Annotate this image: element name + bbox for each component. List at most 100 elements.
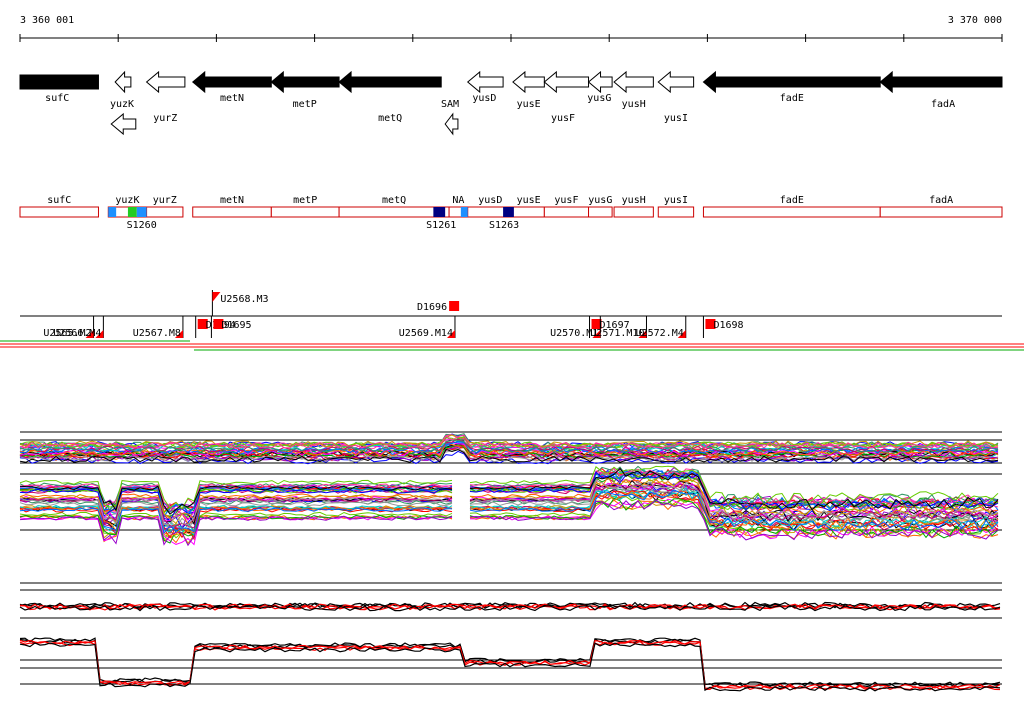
gene-arrow-yuzK bbox=[114, 70, 132, 94]
feature-label: U2571.M10 bbox=[590, 328, 644, 339]
gene-label: yuzK bbox=[110, 99, 134, 110]
feature-label: D1697 bbox=[600, 320, 630, 331]
feature-label: U2570.M1 bbox=[550, 328, 598, 339]
gene-arrow-fadA bbox=[879, 70, 1003, 94]
gene-label: yusI bbox=[664, 113, 688, 124]
feature-flag bbox=[85, 330, 94, 338]
segment-box bbox=[146, 206, 184, 218]
gene-arrow-SAM bbox=[444, 112, 459, 136]
gene-track: sufC yuzK yurZ metN metP metQ SAM yusD yusE yusF y… bbox=[19, 70, 1003, 136]
gene-label: metP bbox=[293, 99, 317, 110]
segment-box bbox=[19, 206, 99, 218]
feature-marker bbox=[591, 319, 602, 329]
feature-marker bbox=[449, 301, 460, 311]
segment-label: metP bbox=[293, 195, 317, 206]
gene-arrow-metP bbox=[270, 70, 340, 94]
segment-box bbox=[270, 206, 340, 218]
feature-marker bbox=[197, 319, 208, 329]
feature-flag bbox=[592, 330, 601, 338]
segment-label: yusI bbox=[664, 195, 688, 206]
segment-id: S1261 bbox=[426, 220, 456, 231]
segment-box bbox=[657, 206, 695, 218]
gene-label: yusH bbox=[622, 99, 646, 110]
gene-arrow-yuzK bbox=[110, 112, 137, 136]
feature-marker bbox=[213, 319, 224, 329]
feature-flag bbox=[677, 330, 686, 338]
segment-label: yusE bbox=[517, 195, 541, 206]
segment-label: yusD bbox=[478, 195, 502, 206]
gene-label: yurZ bbox=[153, 113, 177, 124]
segment-label: metN bbox=[220, 195, 244, 206]
gene-label: metQ bbox=[378, 113, 402, 124]
segment-box bbox=[702, 206, 881, 218]
ruler-end-label: 3 370 000 bbox=[948, 15, 1002, 26]
gene-arrow-yurZ bbox=[145, 70, 186, 94]
gene-label: fadE bbox=[780, 93, 804, 104]
feature-label: D1698 bbox=[713, 320, 743, 331]
feature-label: U2567.M8 bbox=[133, 328, 181, 339]
gene-arrow-yusD bbox=[466, 70, 504, 94]
feature-flag bbox=[212, 292, 221, 302]
gene-label: metN bbox=[220, 93, 244, 104]
feature-flag bbox=[174, 330, 183, 338]
segment-block bbox=[127, 207, 137, 217]
segment-id: S1260 bbox=[127, 220, 157, 231]
gene-arrow-sufC bbox=[19, 74, 99, 90]
profile-trace bbox=[19, 434, 999, 449]
profile-trace bbox=[19, 433, 999, 448]
summary-trace bbox=[19, 605, 1001, 612]
expression-profile-track bbox=[19, 431, 1002, 547]
profile-trace bbox=[19, 439, 999, 453]
gene-label: SAM bbox=[441, 99, 459, 110]
feature-label: U2565.M2 bbox=[43, 328, 91, 339]
profile-trace bbox=[19, 480, 999, 526]
gene-arrow-yusF bbox=[543, 70, 590, 94]
feature-label: D1696 bbox=[417, 302, 447, 313]
segment-block bbox=[433, 207, 446, 217]
profile-trace bbox=[19, 499, 999, 547]
gene-label: yusG bbox=[587, 93, 611, 104]
segment-label: metQ bbox=[382, 195, 406, 206]
segment-label: yusG bbox=[588, 195, 612, 206]
profile-trace bbox=[19, 465, 999, 510]
segment-box bbox=[879, 206, 1003, 218]
gene-arrow-metQ bbox=[338, 70, 442, 94]
segment-label: NA bbox=[452, 195, 464, 206]
segment-label: yusF bbox=[554, 195, 578, 206]
segment-block bbox=[136, 207, 147, 217]
segment-box bbox=[543, 206, 590, 218]
segment-label: fadA bbox=[929, 195, 953, 206]
segment-id: S1263 bbox=[489, 220, 519, 231]
segment-label: sufC bbox=[47, 195, 71, 206]
summary-trace bbox=[19, 601, 1001, 609]
segment-track: sufC yuzK yurZ metN metP metQ NA yusD yusE yusF yu… bbox=[19, 195, 1003, 231]
profile-trace bbox=[19, 438, 999, 453]
segment-label: fadE bbox=[780, 195, 804, 206]
feature-flag bbox=[638, 330, 647, 338]
summary-trace bbox=[19, 640, 1001, 691]
segment-block bbox=[460, 207, 468, 217]
segment-box bbox=[192, 206, 272, 218]
segment-label: yurZ bbox=[153, 195, 177, 206]
profile-trace bbox=[19, 448, 999, 463]
profile-trace bbox=[19, 448, 999, 463]
segment-box bbox=[338, 206, 450, 218]
feature-label: U2568.M3 bbox=[220, 294, 268, 305]
gene-label: yusE bbox=[517, 99, 541, 110]
segment-box bbox=[613, 206, 654, 218]
profile-trace bbox=[19, 441, 999, 457]
segment-box bbox=[588, 206, 613, 218]
segment-block bbox=[108, 207, 117, 217]
feature-label: U2572.M4 bbox=[636, 328, 684, 339]
gene-label: yusD bbox=[472, 93, 496, 104]
ruler-start-label: 3 360 001 bbox=[20, 15, 74, 26]
summary-profile-track bbox=[19, 582, 1002, 692]
gene-label: sufC bbox=[45, 93, 69, 104]
profile-trace bbox=[19, 472, 999, 518]
feature-marker bbox=[705, 319, 716, 329]
profile-trace bbox=[19, 467, 999, 515]
gene-arrow-metN bbox=[191, 70, 272, 94]
feature-flag bbox=[446, 330, 455, 338]
